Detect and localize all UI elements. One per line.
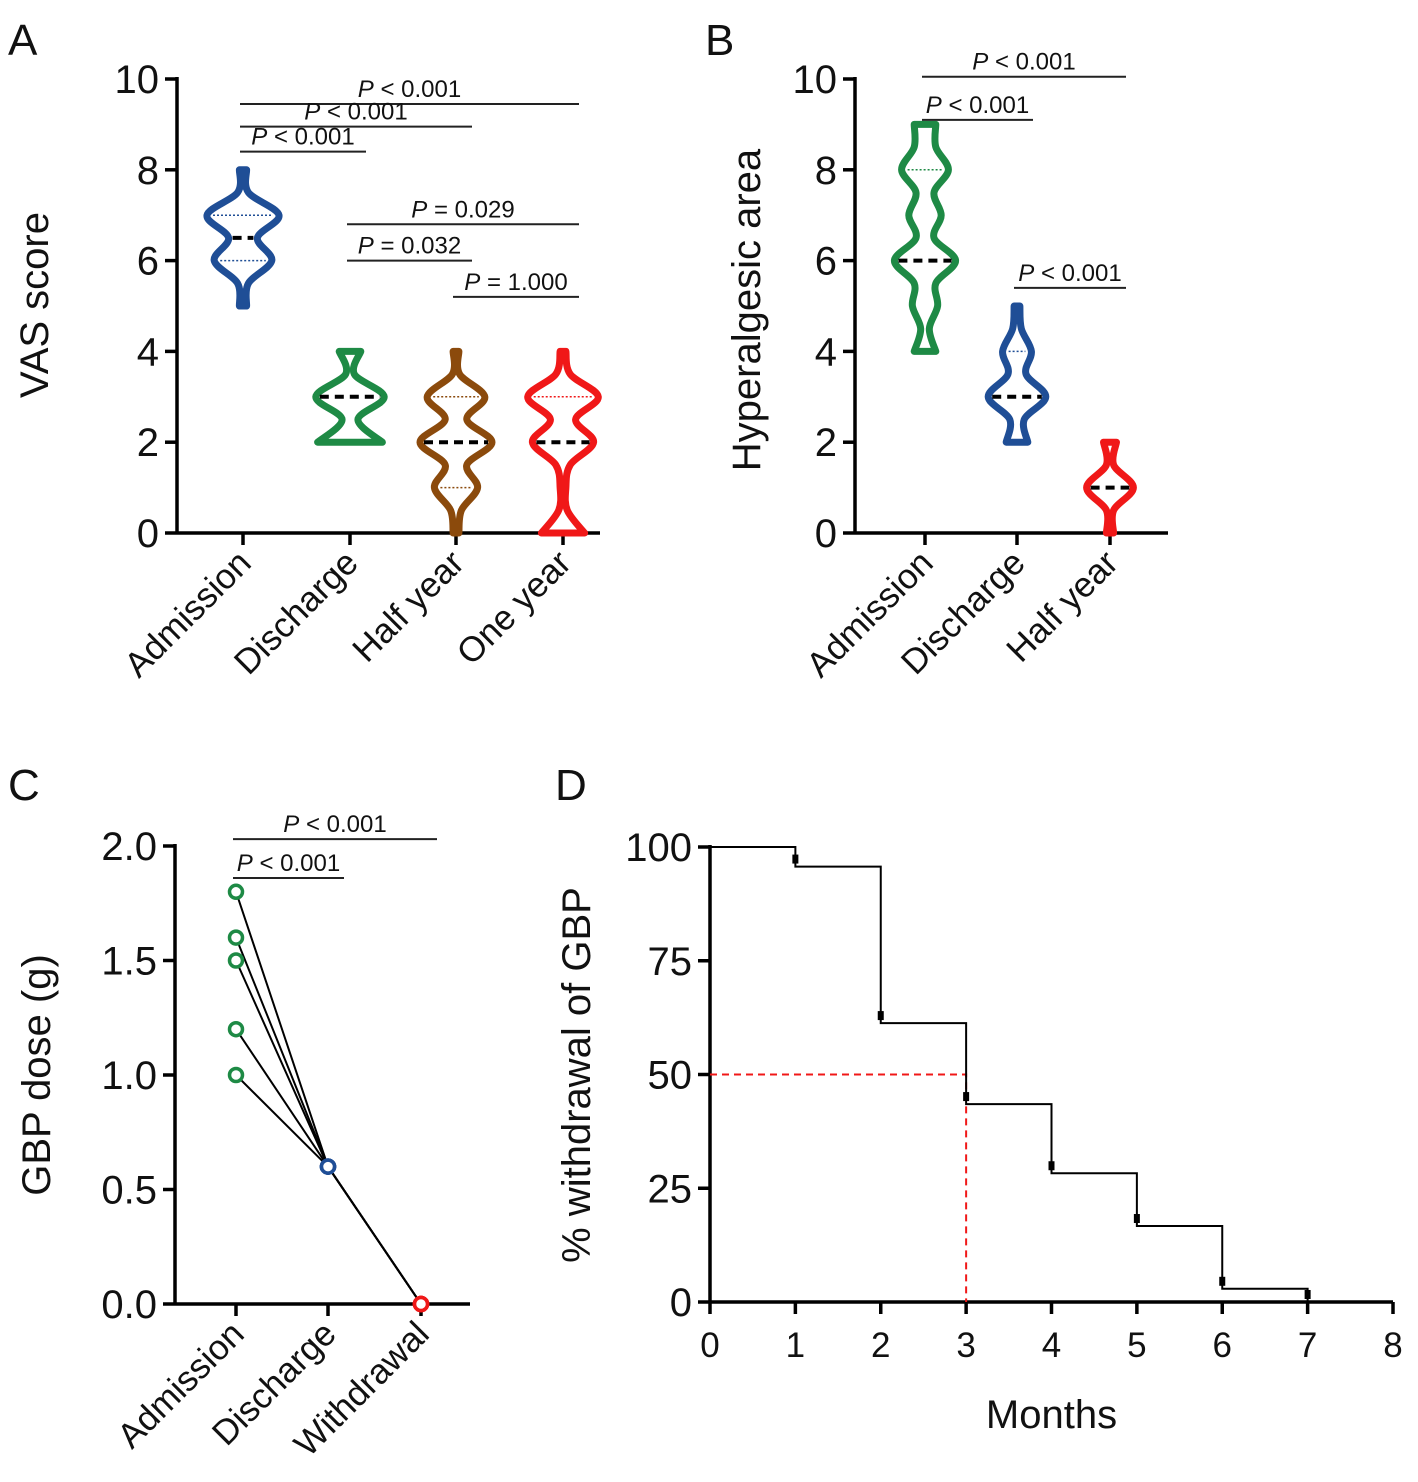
median-survival-line <box>710 1073 968 1302</box>
y-tick-label: 0.0 <box>101 1283 157 1327</box>
x-tick-label: One year <box>449 543 579 673</box>
x-tick-label: 2 <box>871 1326 890 1365</box>
survival-curve <box>710 846 1309 1302</box>
y-tick-label: 8 <box>815 149 837 193</box>
significance-label: P = 1.000 <box>464 269 567 296</box>
data-point-discharge <box>319 1158 337 1175</box>
significance-label: P < 0.001 <box>283 811 386 838</box>
violin-admission <box>890 120 960 355</box>
x-tick-label: 8 <box>1383 1326 1402 1365</box>
data-point-admission <box>227 1020 245 1038</box>
y-axis-label: GBP dose (g) <box>15 954 59 1196</box>
y-tick-label: 10 <box>793 58 838 102</box>
panel-letter: B <box>705 16 734 65</box>
y-tick-label: 4 <box>137 330 159 374</box>
y-tick-label: 6 <box>137 240 159 284</box>
panel-letter: D <box>555 761 587 810</box>
x-tick-label: 3 <box>956 1326 975 1365</box>
dose-line <box>235 937 422 1305</box>
x-tick-label: 0 <box>700 1326 719 1365</box>
data-point-admission <box>227 1066 245 1084</box>
censor-mark <box>963 1092 970 1102</box>
significance-label: P = 0.032 <box>358 233 461 260</box>
significance-label: P < 0.001 <box>237 850 340 877</box>
y-tick-label: 50 <box>648 1054 693 1098</box>
data-point-admission <box>227 929 245 946</box>
significance-label: P < 0.001 <box>926 92 1029 119</box>
x-tick-label: 1 <box>786 1326 805 1365</box>
significance-label: P < 0.001 <box>251 124 354 151</box>
censor-mark <box>1048 1161 1055 1171</box>
x-tick-label: 5 <box>1127 1326 1146 1365</box>
censor-mark <box>1133 1214 1140 1224</box>
x-tick-label: Half year <box>345 543 472 670</box>
violin-discharge <box>984 302 1050 446</box>
x-tick-label: 4 <box>1042 1326 1061 1365</box>
censor-mark <box>1219 1276 1226 1286</box>
data-point-admission <box>227 883 245 901</box>
significance-label: P = 0.029 <box>411 196 514 223</box>
dose-line <box>235 891 422 1305</box>
dose-line <box>235 960 422 1305</box>
y-tick-label: 2 <box>137 421 159 465</box>
y-tick-label: 1.0 <box>101 1054 157 1098</box>
y-tick-label: 100 <box>625 826 692 870</box>
y-tick-label: 2.0 <box>101 825 157 869</box>
y-axis-label: Hyperalgesic area <box>725 148 769 471</box>
panel-letter: A <box>8 16 38 65</box>
y-tick-label: 0.5 <box>101 1169 157 1213</box>
y-tick-label: 25 <box>648 1167 693 1211</box>
y-tick-label: 8 <box>137 149 159 193</box>
censor-mark <box>1304 1290 1311 1299</box>
y-tick-label: 0 <box>670 1281 692 1325</box>
y-tick-label: 4 <box>815 330 837 374</box>
y-tick-label: 75 <box>648 940 693 984</box>
panel-letter: C <box>8 761 40 810</box>
y-tick-label: 1.5 <box>101 940 157 984</box>
significance-label: P < 0.001 <box>972 49 1075 76</box>
x-axis-label: Months <box>986 1393 1117 1437</box>
x-tick-label: 6 <box>1213 1326 1232 1365</box>
significance-label: P < 0.001 <box>304 99 407 126</box>
y-tick-label: 10 <box>115 58 160 102</box>
x-tick-label: 7 <box>1298 1326 1317 1365</box>
significance-label: P < 0.001 <box>1018 260 1121 287</box>
violin-one-year <box>524 347 602 537</box>
significance-label: P < 0.001 <box>358 76 461 103</box>
data-point-admission <box>227 952 245 969</box>
data-point-withdrawal <box>412 1295 430 1313</box>
y-tick-label: 0 <box>137 512 159 556</box>
y-tick-label: 2 <box>815 421 837 465</box>
censor-mark <box>792 854 799 864</box>
y-tick-label: 6 <box>815 240 837 284</box>
y-axis-label: % withdrawal of GBP <box>555 887 599 1263</box>
y-tick-label: 0 <box>815 512 837 556</box>
censor-mark <box>877 1011 884 1021</box>
y-axis-label: VAS score <box>13 212 57 398</box>
violin-admission <box>203 166 283 310</box>
dose-line <box>235 1074 422 1305</box>
